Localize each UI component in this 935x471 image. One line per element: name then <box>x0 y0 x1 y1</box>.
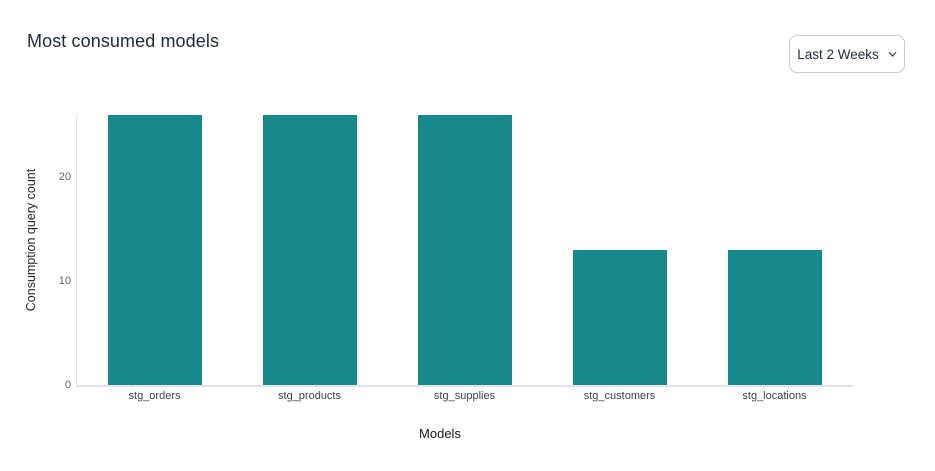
page-title: Most consumed models <box>27 31 220 51</box>
x-tick-label: stg_locations <box>742 390 807 402</box>
bar-stg_customers[interactable] <box>572 250 667 385</box>
bar-stg_orders[interactable] <box>107 115 202 385</box>
time-range-dropdown[interactable]: Last 2 Weeks <box>789 35 905 73</box>
y-tick-label: 10 <box>58 275 71 288</box>
bar-stg_locations[interactable] <box>727 250 822 385</box>
time-range-dropdown-label: Last 2 Weeks <box>797 46 879 62</box>
x-tick-label: stg_supplies <box>433 390 496 402</box>
x-tick-label: stg_products <box>278 390 341 402</box>
y-tick-label: 0 <box>64 379 71 391</box>
chevron-down-icon <box>888 50 897 59</box>
y-axis-line <box>76 114 77 386</box>
y-axis-title: Consumption query count <box>24 168 38 312</box>
bar-stg_supplies[interactable] <box>417 115 512 385</box>
x-tick-label: stg_orders <box>128 390 181 402</box>
x-axis-title: Models <box>419 426 461 441</box>
y-tick-label: 20 <box>58 171 71 184</box>
x-tick-label: stg_customers <box>583 390 656 402</box>
x-axis-line <box>76 385 853 387</box>
bar-stg_products[interactable] <box>262 115 357 385</box>
